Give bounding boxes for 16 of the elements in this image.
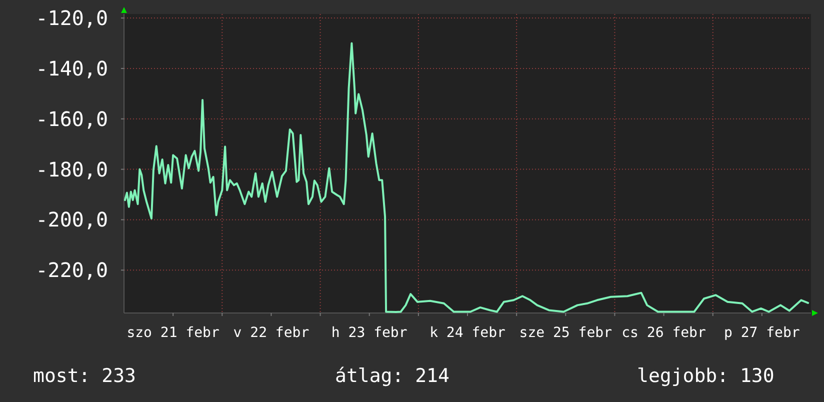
y-tick-label: -160,0: [36, 106, 108, 131]
x-tick-label: k 24 febr: [430, 325, 506, 341]
y-tick-label: -140,0: [36, 56, 108, 80]
text: legjobb: 130: [637, 365, 774, 387]
x-tick-label: p 27 febr: [724, 325, 800, 341]
x-tick-label: szo 21 febr: [126, 325, 220, 341]
x-tick-label: sze 25 febr: [519, 325, 612, 341]
y-tick-label: -120,0: [36, 6, 108, 30]
x-tick-label: v 22 febr: [233, 325, 310, 341]
text: most: 233: [33, 365, 136, 387]
y-tick-label: -200,0: [36, 208, 108, 232]
text: átlag: 214: [335, 365, 450, 387]
y-tick-label: -220,0: [36, 258, 108, 282]
y-tick-label: -180,0: [36, 157, 108, 182]
x-tick-label: cs 26 febr: [622, 325, 706, 341]
x-tick-label: h 23 febr: [331, 325, 408, 341]
